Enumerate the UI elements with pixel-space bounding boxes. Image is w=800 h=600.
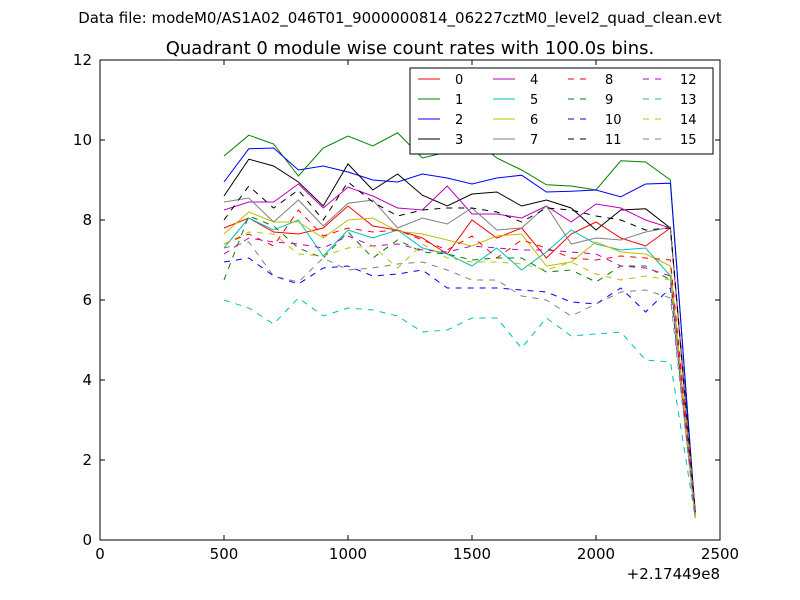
x-tick-label: 1000 — [329, 545, 367, 563]
series-line-15 — [223, 241, 696, 519]
y-tick-label: 8 — [82, 211, 92, 229]
y-tick-label: 0 — [82, 531, 92, 549]
legend-box — [409, 67, 714, 155]
legend-label-7: 7 — [530, 133, 538, 148]
series-line-0 — [223, 205, 696, 511]
legend-label-12: 12 — [680, 73, 697, 88]
y-tick-label: 10 — [73, 131, 92, 149]
series-line-13 — [223, 297, 696, 519]
legend-label-14: 14 — [680, 113, 697, 128]
series-line-8 — [223, 209, 696, 515]
legend-label-9: 9 — [605, 93, 613, 108]
legend-label-4: 4 — [530, 73, 538, 88]
legend-label-5: 5 — [530, 93, 538, 108]
chart-title: Quadrant 0 module wise count rates with … — [166, 38, 655, 59]
y-tick-label: 6 — [82, 291, 92, 309]
series-line-10 — [223, 257, 696, 519]
series-line-9 — [223, 215, 696, 519]
x-tick-label: 1500 — [453, 545, 491, 563]
series-line-11 — [223, 181, 696, 513]
legend-label-1: 1 — [455, 93, 463, 108]
legend-label-2: 2 — [455, 113, 463, 128]
legend-label-10: 10 — [605, 113, 622, 128]
x-tick-label: 2500 — [701, 545, 739, 563]
x-tick-label: 500 — [210, 545, 239, 563]
legend-label-15: 15 — [680, 133, 697, 148]
legend-label-3: 3 — [455, 133, 463, 148]
y-tick-label: 2 — [82, 451, 92, 469]
x-offset-label: +2.17449e8 — [627, 565, 720, 583]
legend-label-6: 6 — [530, 113, 538, 128]
series-line-2 — [223, 147, 696, 515]
series-line-7 — [223, 197, 696, 515]
x-tick-label: 2000 — [577, 545, 615, 563]
legend-label-11: 11 — [605, 133, 622, 148]
series-line-14 — [223, 231, 696, 519]
data-file-label: Data file: modeM0/AS1A02_046T01_90000008… — [78, 9, 722, 28]
y-tick-label: 12 — [73, 51, 92, 69]
legend-label-0: 0 — [455, 73, 463, 88]
series-line-4 — [223, 183, 696, 519]
legend-label-8: 8 — [605, 73, 613, 88]
legend-label-13: 13 — [680, 93, 697, 108]
x-tick-label: 0 — [95, 545, 105, 563]
y-tick-label: 4 — [82, 371, 92, 389]
